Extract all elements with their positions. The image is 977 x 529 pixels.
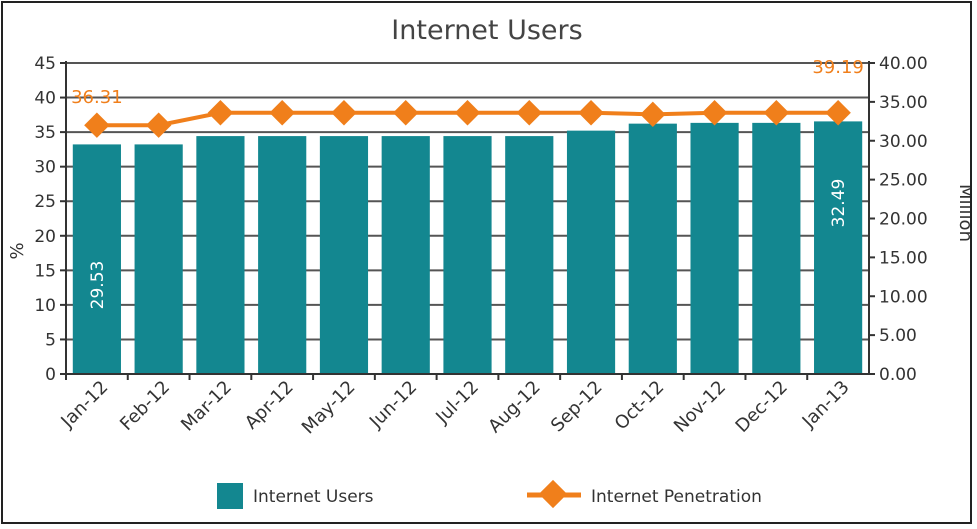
right-tick-label: 20.00	[879, 210, 928, 230]
penetration-marker	[269, 100, 295, 126]
penetration-marker	[331, 100, 357, 126]
right-tick-label: 15.00	[879, 248, 928, 268]
line-value-label: 39.19	[812, 57, 864, 78]
left-tick-label: 15	[34, 261, 56, 281]
bar	[381, 136, 430, 374]
bar-value-label: 29.53	[88, 261, 108, 310]
penetration-marker	[763, 100, 790, 126]
bar	[196, 136, 245, 374]
x-tick-label: Sep-12	[547, 377, 607, 437]
right-axis-ticks: 0.00 5.00 10.00 15.00 20.00 25.00 30.00 35.00 40…	[869, 54, 928, 385]
left-tick-label: 45	[34, 54, 56, 74]
left-tick-label: 0	[45, 365, 56, 385]
left-tick-label: 10	[34, 296, 56, 316]
penetration-marker	[207, 100, 234, 126]
penetration-marker	[516, 100, 542, 126]
penetration-marker	[578, 100, 604, 126]
penetration-marker	[145, 112, 172, 138]
penetration-marker	[84, 112, 110, 138]
legend: Internet Users Internet Penetration	[217, 479, 762, 509]
bar	[72, 144, 121, 374]
bar	[258, 136, 307, 374]
right-tick-label: 5.00	[879, 326, 917, 346]
x-tick-label: Jan-13	[798, 377, 854, 433]
right-tick-label: 10.00	[879, 287, 928, 307]
right-tick-label: 35.00	[879, 93, 928, 113]
x-tick-label: Oct-12	[611, 377, 669, 435]
bar	[628, 123, 677, 375]
left-axis-ticks: 0 5 10 15 20 25 30 35 40 45	[34, 54, 66, 385]
x-tick-label: Nov-12	[670, 377, 730, 437]
bar	[134, 144, 183, 374]
x-axis-ticks: Jan-12 Feb-12 Mar-12 Apr-12 May-12 Jun-12 Jul-…	[56, 374, 854, 439]
penetration-marker	[825, 100, 851, 126]
bar-series: 29.53 32.49	[72, 121, 863, 375]
x-tick-label: May-12	[298, 377, 360, 439]
bar	[443, 136, 492, 374]
legend-label-penetration: Internet Penetration	[591, 487, 762, 507]
bar	[690, 122, 739, 375]
bar	[566, 130, 616, 374]
left-tick-label: 25	[34, 192, 56, 212]
right-tick-label: 40.00	[879, 54, 928, 74]
x-tick-label: Aug-12	[484, 377, 544, 437]
x-tick-label: Dec-12	[732, 377, 792, 437]
chart-title: Internet Users	[391, 15, 582, 46]
penetration-marker	[393, 100, 419, 126]
x-tick-label: Apr-12	[241, 377, 298, 434]
left-tick-label: 30	[34, 158, 56, 178]
left-axis-label: %	[7, 242, 28, 259]
right-axis-label: Million	[955, 184, 970, 242]
left-tick-label: 5	[45, 330, 56, 350]
right-tick-label: 0.00	[879, 365, 917, 385]
penetration-marker	[701, 100, 728, 126]
bar	[814, 121, 863, 374]
legend-swatch-users	[217, 483, 243, 509]
left-tick-label: 40	[34, 89, 56, 109]
right-tick-label: 30.00	[879, 132, 928, 152]
x-tick-label: Jan-12	[56, 377, 112, 433]
legend-label-users: Internet Users	[253, 487, 374, 507]
bar-value-label: 32.49	[829, 179, 849, 228]
legend-marker-penetration	[538, 479, 568, 509]
chart: Internet Users 29.53 32.49 36.31 39.19 0 5 1…	[7, 15, 976, 509]
penetration-marker	[640, 101, 666, 128]
bar	[505, 136, 554, 374]
x-tick-label: Feb-12	[116, 377, 174, 435]
bar	[752, 122, 801, 375]
x-tick-label: Jun-12	[365, 377, 421, 433]
x-tick-label: Mar-12	[177, 377, 236, 436]
left-tick-label: 35	[34, 123, 56, 143]
right-tick-label: 25.00	[879, 171, 928, 191]
x-tick-label: Jul-12	[431, 377, 483, 429]
line-value-label: 36.31	[71, 87, 123, 108]
left-tick-label: 20	[34, 227, 56, 247]
penetration-marker	[454, 100, 481, 126]
bar	[319, 136, 369, 374]
